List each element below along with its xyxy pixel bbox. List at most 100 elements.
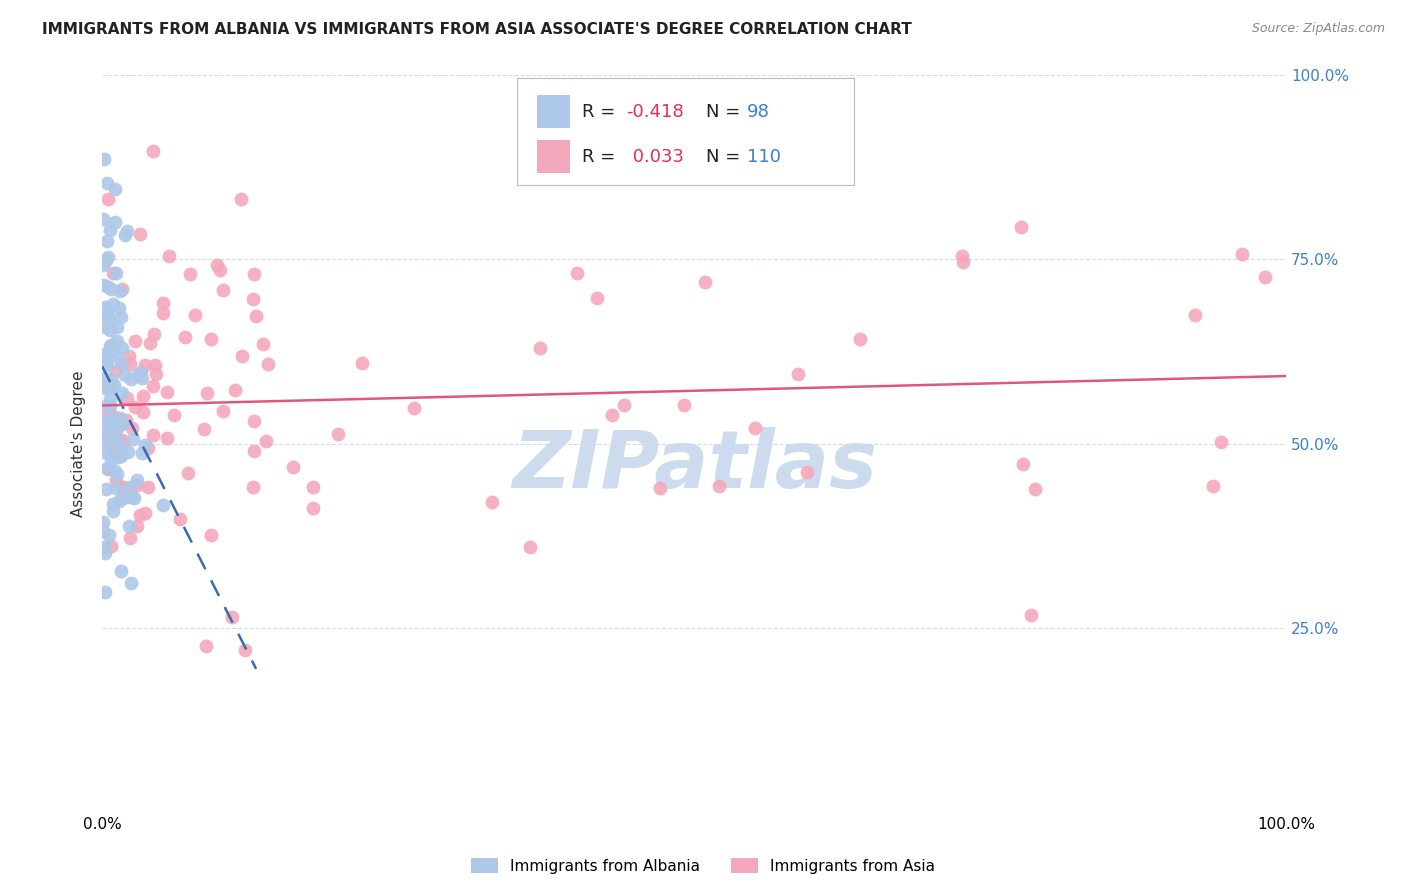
- Point: [94, 585, 117, 599]
- Point: [156, 431, 179, 445]
- Point: [648, 481, 671, 495]
- Point: [129, 508, 152, 522]
- Point: [145, 367, 167, 381]
- Point: [100, 372, 122, 386]
- Point: [143, 358, 166, 372]
- Point: [110, 565, 132, 579]
- Point: [97, 462, 120, 476]
- Point: [127, 368, 149, 383]
- Point: [111, 385, 134, 400]
- Point: [131, 370, 153, 384]
- FancyBboxPatch shape: [516, 78, 853, 186]
- Text: R =: R =: [582, 103, 620, 120]
- Point: [100, 399, 122, 413]
- Point: [101, 266, 124, 280]
- Point: [111, 342, 134, 356]
- Text: 0.033: 0.033: [627, 147, 683, 166]
- Point: [118, 480, 141, 494]
- Point: [112, 480, 135, 494]
- Point: [586, 291, 609, 305]
- Point: [100, 282, 122, 296]
- Point: [115, 391, 138, 405]
- Point: [125, 473, 148, 487]
- Point: [105, 467, 128, 482]
- Point: [104, 465, 127, 479]
- Point: [952, 255, 974, 269]
- Point: [107, 450, 129, 465]
- Point: [121, 421, 143, 435]
- Point: [600, 409, 623, 423]
- Point: [96, 303, 118, 318]
- Point: [96, 354, 118, 368]
- Point: [94, 546, 117, 560]
- Point: [224, 383, 246, 397]
- Point: [97, 250, 120, 264]
- Text: IMMIGRANTS FROM ALBANIA VS IMMIGRANTS FROM ASIA ASSOCIATE'S DEGREE CORRELATION C: IMMIGRANTS FROM ALBANIA VS IMMIGRANTS FR…: [42, 22, 912, 37]
- Point: [125, 519, 148, 533]
- Point: [169, 512, 191, 526]
- Point: [114, 227, 136, 242]
- Point: [107, 301, 129, 316]
- Point: [122, 491, 145, 505]
- Point: [111, 437, 134, 451]
- Point: [120, 372, 142, 386]
- Point: [97, 192, 120, 206]
- Point: [179, 267, 201, 281]
- Point: [97, 280, 120, 294]
- Point: [103, 426, 125, 441]
- Point: [111, 417, 134, 431]
- Point: [281, 459, 304, 474]
- Point: [207, 258, 229, 272]
- Point: [118, 349, 141, 363]
- Point: [93, 445, 115, 459]
- Point: [212, 284, 235, 298]
- Point: [93, 381, 115, 395]
- Point: [111, 282, 134, 296]
- Point: [184, 308, 207, 322]
- Point: [1209, 434, 1232, 449]
- Point: [108, 411, 131, 425]
- Point: [91, 515, 114, 529]
- Text: N =: N =: [706, 147, 747, 166]
- Point: [245, 309, 267, 323]
- Point: [157, 249, 180, 263]
- Point: [139, 335, 162, 350]
- Point: [787, 368, 810, 382]
- Point: [104, 364, 127, 378]
- Point: [124, 334, 146, 348]
- Point: [114, 368, 136, 382]
- Point: [93, 371, 115, 385]
- Point: [195, 386, 218, 401]
- Point: [693, 275, 716, 289]
- Point: [152, 306, 174, 320]
- Point: [111, 489, 134, 503]
- Point: [193, 422, 215, 436]
- Point: [110, 450, 132, 464]
- Point: [105, 473, 128, 487]
- Text: Source: ZipAtlas.com: Source: ZipAtlas.com: [1251, 22, 1385, 36]
- Point: [672, 398, 695, 412]
- Point: [101, 297, 124, 311]
- Text: -0.418: -0.418: [627, 103, 685, 120]
- Point: [96, 415, 118, 429]
- Point: [950, 249, 973, 263]
- Point: [152, 498, 174, 512]
- Point: [1184, 308, 1206, 322]
- Point: [98, 323, 121, 337]
- Point: [173, 330, 195, 344]
- Point: [613, 398, 636, 412]
- Point: [142, 428, 165, 442]
- Point: [142, 144, 165, 158]
- Point: [212, 404, 235, 418]
- Point: [194, 639, 217, 653]
- Point: [96, 234, 118, 248]
- Point: [94, 399, 117, 413]
- Point: [111, 357, 134, 371]
- Point: [142, 327, 165, 342]
- Point: [152, 296, 174, 310]
- Point: [115, 413, 138, 427]
- Point: [103, 442, 125, 457]
- Point: [93, 524, 115, 538]
- Point: [96, 358, 118, 372]
- Point: [110, 355, 132, 369]
